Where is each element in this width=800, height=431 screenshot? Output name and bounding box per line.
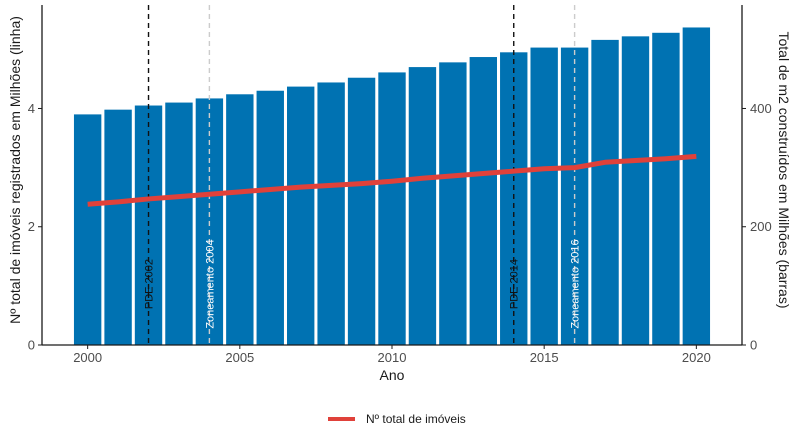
vline-label-zoneamento-2004: Zoneamento 2004	[204, 239, 216, 328]
y-left-tick-label-2: 2	[28, 219, 35, 234]
x-tick-label-2020: 2020	[682, 350, 711, 365]
x-tick-label-2000: 2000	[73, 350, 102, 365]
bar-2019	[652, 32, 680, 345]
legend-label: Nº total de imóveis	[366, 412, 466, 426]
bar-2009	[347, 77, 376, 345]
line-layer	[87, 153, 697, 207]
x-tick-label-2005: 2005	[225, 350, 254, 365]
bar-2005	[226, 94, 254, 345]
y-left-tick-label-0: 0	[28, 338, 35, 353]
axes: 2000 2005 2010 2015 2020 0 2 4 0 200 400	[28, 5, 772, 365]
bar-2006	[256, 90, 284, 345]
bar-2000	[73, 114, 102, 346]
bar-2003	[165, 102, 193, 345]
x-tick-label-2015: 2015	[530, 350, 559, 365]
y-right-tick-label-0: 0	[750, 338, 757, 353]
y-axis-left-title: Nº total de imóveis registrados em Milhõ…	[7, 16, 23, 324]
bar-2012	[439, 62, 467, 346]
bar-2017	[591, 39, 619, 345]
y-right-tick-label-400: 400	[750, 101, 772, 116]
y-right-tick-label-200: 200	[750, 219, 772, 234]
reference-lines-layer: PDE 2002 Zoneamento 2004 PDE 2014 Zoneament…	[144, 5, 582, 345]
bar-2007	[287, 86, 315, 345]
bar-2020	[682, 27, 711, 345]
bars-layer	[73, 27, 711, 346]
bar-2010	[378, 72, 406, 346]
legend: Nº total de imóveis	[328, 412, 466, 426]
bar-2011	[408, 67, 437, 345]
vline-label-pde-2002: PDE 2002	[144, 259, 156, 309]
x-axis-title: Ano	[380, 367, 405, 383]
vline-label-zoneamento-2016: Zoneamento 2016	[570, 239, 582, 328]
bar-2001	[104, 109, 132, 346]
line-series-imoveis	[87, 153, 697, 207]
vline-label-pde-2014: PDE 2014	[509, 259, 521, 309]
x-tick-label-2010: 2010	[378, 350, 407, 365]
y-left-tick-label-4: 4	[28, 101, 35, 116]
bar-2013	[469, 57, 497, 345]
bar-2015	[530, 47, 558, 345]
bar-2008	[317, 82, 345, 345]
y-axis-right-title: Total de m2 construídos em Milhões (barr…	[776, 32, 792, 309]
bar-2018	[621, 36, 650, 345]
